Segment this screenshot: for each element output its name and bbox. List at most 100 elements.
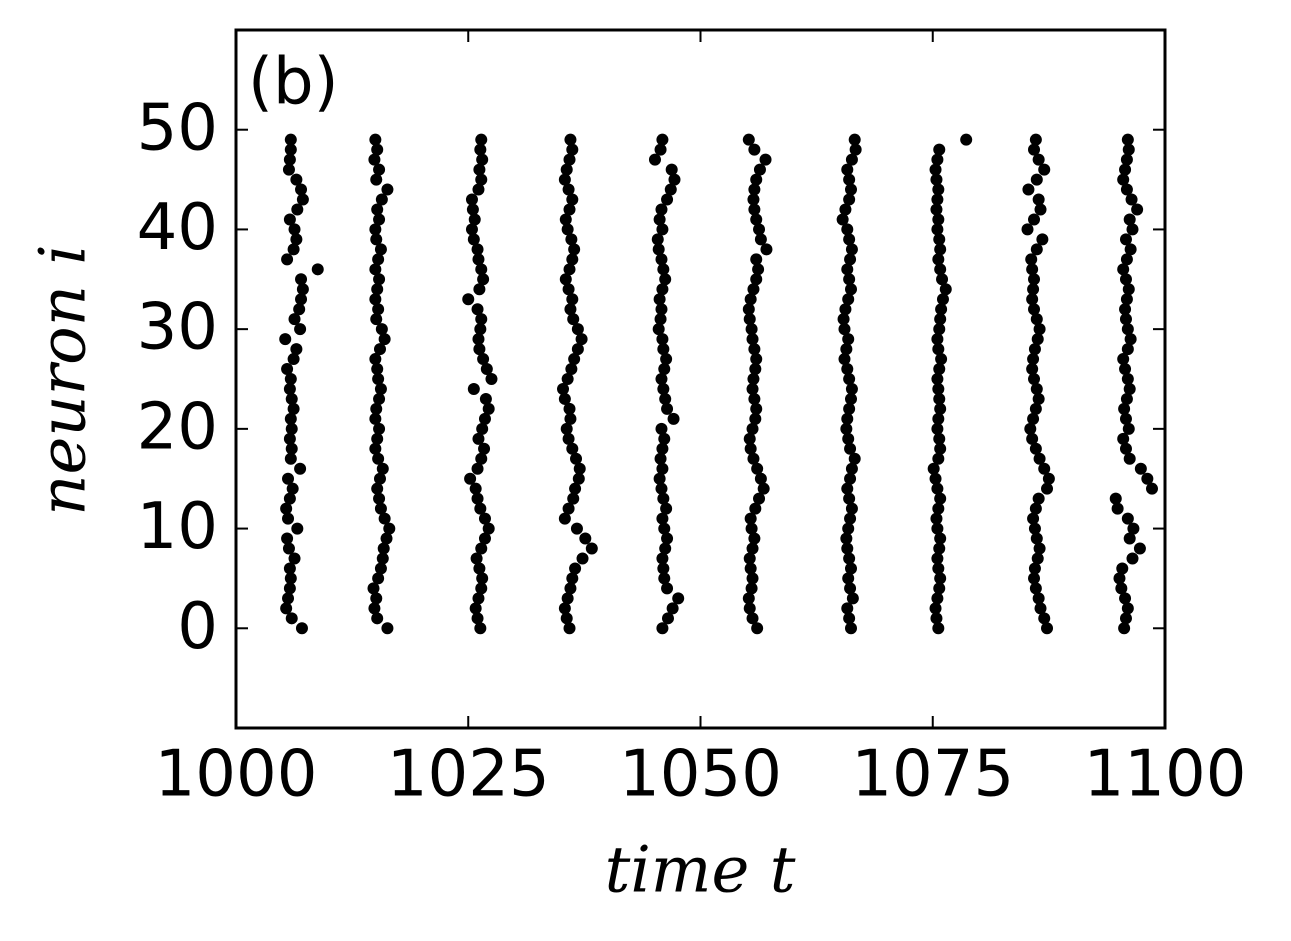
spike-point: [279, 333, 292, 346]
spike-point: [295, 622, 308, 635]
spike-point: [931, 592, 944, 605]
spike-point: [570, 452, 583, 465]
spike-point: [748, 343, 761, 356]
spike-point: [560, 422, 573, 435]
spike-point: [660, 353, 673, 366]
spike-point: [565, 233, 578, 246]
spike-point: [375, 323, 388, 336]
spike-point: [558, 602, 571, 615]
spike-point: [1033, 323, 1046, 336]
spike-point: [1038, 612, 1051, 625]
spike-point: [284, 143, 297, 156]
spike-point: [371, 612, 384, 625]
spike-point: [929, 602, 942, 615]
spike-point: [836, 213, 849, 226]
spike-point: [1028, 572, 1041, 585]
spike-point: [1027, 412, 1040, 425]
spike-point: [560, 612, 573, 625]
spike-point: [375, 193, 388, 206]
spike-point: [372, 373, 385, 385]
spike-point: [1038, 163, 1051, 176]
spike-point: [576, 552, 589, 565]
spike-point: [566, 193, 579, 206]
spike-point: [378, 333, 391, 346]
spike-point: [931, 193, 944, 206]
spike-point: [744, 512, 757, 525]
spike-point: [838, 353, 851, 366]
spike-point: [288, 313, 301, 326]
spike-point: [1117, 432, 1130, 445]
spike-point: [472, 592, 485, 605]
spike-point: [559, 273, 572, 286]
spike-point: [652, 323, 665, 336]
spike-point: [655, 482, 668, 495]
spike-point: [563, 263, 576, 276]
spike-point: [280, 602, 293, 615]
spike-point: [753, 492, 766, 505]
spike-point: [654, 452, 667, 465]
spike-point: [660, 502, 673, 515]
spike-point: [930, 512, 943, 525]
spike-point: [839, 203, 852, 216]
spike-point: [1123, 213, 1136, 226]
spike-point: [1119, 442, 1132, 455]
spike-point: [288, 552, 301, 565]
y-tick-label: 30: [137, 291, 218, 365]
spike-point: [377, 542, 390, 555]
spike-point: [369, 442, 382, 455]
spike-point: [655, 253, 668, 266]
spike-point: [376, 462, 389, 475]
spike-point: [843, 173, 856, 186]
spike-point: [749, 363, 762, 376]
y-axis-label: neuron i: [27, 244, 101, 515]
spike-point: [844, 622, 857, 635]
spike-point: [1036, 233, 1049, 246]
spike-point: [930, 173, 943, 186]
spike-point: [932, 213, 945, 226]
spike-point: [665, 163, 678, 176]
spike-point: [564, 582, 577, 595]
spike-point: [934, 532, 947, 545]
spike-point: [842, 333, 855, 346]
spike-point: [473, 283, 486, 296]
spike-point: [751, 462, 764, 475]
spike-point: [654, 143, 667, 156]
spike-point: [933, 392, 946, 405]
spike-point: [370, 173, 383, 186]
spike-point: [932, 412, 945, 425]
spike-point: [1119, 313, 1132, 326]
spike-point: [370, 233, 383, 246]
spike-point: [477, 353, 490, 366]
spike-point: [1029, 582, 1042, 595]
spike-point: [845, 502, 858, 515]
spike-point: [930, 612, 943, 625]
y-tick-label: 40: [137, 191, 218, 265]
spike-point: [462, 293, 475, 306]
x-tick-label: 1075: [851, 738, 1014, 812]
spike-point: [659, 392, 672, 405]
spike-point: [935, 303, 948, 316]
spike-point: [374, 243, 387, 256]
spike-point: [929, 163, 942, 176]
spike-point: [672, 592, 685, 605]
spike-point: [466, 203, 479, 216]
spike-point: [1042, 472, 1055, 485]
spike-point: [844, 183, 857, 196]
spike-point: [931, 552, 944, 565]
spike-point: [845, 462, 858, 475]
spike-point: [378, 512, 391, 525]
spike-point: [742, 133, 755, 146]
spike-point: [1121, 602, 1134, 615]
spike-point: [838, 323, 851, 336]
spike-point: [842, 293, 855, 306]
spike-point: [653, 472, 666, 485]
spike-point: [1111, 502, 1124, 515]
spike-point: [757, 482, 770, 495]
spike-point: [564, 412, 577, 425]
y-tick-label: 10: [137, 490, 218, 564]
spike-point: [1029, 402, 1042, 415]
spike-point: [480, 363, 493, 376]
spike-point: [370, 313, 383, 326]
spike-point: [661, 612, 674, 625]
spike-point: [471, 303, 484, 316]
